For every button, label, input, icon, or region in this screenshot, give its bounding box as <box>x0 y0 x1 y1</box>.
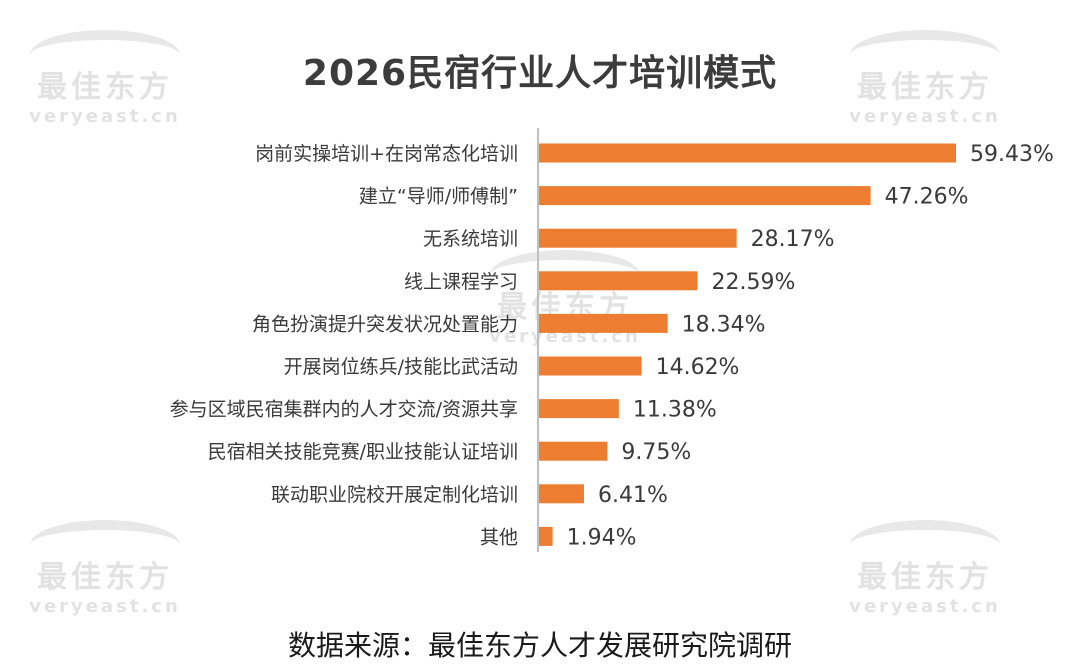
bar <box>539 228 737 248</box>
watermark-arc-icon <box>850 520 1000 570</box>
chart-title: 2026民宿行业人才培训模式 <box>302 53 778 94</box>
bar <box>539 484 584 504</box>
watermark-arc-icon <box>850 30 1000 80</box>
watermark-arc-icon <box>30 30 180 80</box>
value-label: 6.41% <box>598 483 668 508</box>
bar <box>539 143 956 163</box>
watermark-sub: veryeast.cn <box>849 596 1001 617</box>
value-label: 22.59% <box>712 270 796 295</box>
watermark-arc-icon <box>30 520 180 570</box>
category-label: 建立“导师/师傅制” <box>359 186 518 208</box>
watermark-sub: veryeast.cn <box>849 106 1001 127</box>
watermark-main: 最佳东方 <box>857 70 993 105</box>
watermark-sub: veryeast.cn <box>29 596 181 617</box>
bar <box>539 441 608 461</box>
source-note: 数据来源：最佳东方人才发展研究院调研 <box>287 629 792 662</box>
category-label: 开展岗位练兵/技能比武活动 <box>284 356 518 378</box>
watermark-top-right: 最佳东方 veryeast.cn <box>830 30 1020 127</box>
bar <box>539 399 619 419</box>
category-label: 线上课程学习 <box>404 271 518 293</box>
watermark-sub: veryeast.cn <box>29 106 181 127</box>
watermark-top-left: 最佳东方 veryeast.cn <box>10 30 200 127</box>
value-label: 59.43% <box>970 142 1054 167</box>
bar <box>539 313 668 333</box>
value-label: 47.26% <box>885 185 969 210</box>
category-label: 参与区域民宿集群内的人才交流/资源共享 <box>170 399 518 421</box>
watermark-main: 最佳东方 <box>857 560 993 595</box>
category-label: 民宿相关技能竞赛/职业技能认证培训 <box>208 441 518 463</box>
value-label: 9.75% <box>621 440 691 465</box>
value-label: 1.94% <box>567 525 637 550</box>
bar <box>539 356 642 376</box>
bar <box>539 271 698 291</box>
watermark-main: 最佳东方 <box>37 560 173 595</box>
category-label: 岗前实操培训+在岗常态化培训 <box>255 143 518 165</box>
category-label: 角色扮演提升突发状况处置能力 <box>252 313 518 335</box>
watermark-bottom-right: 最佳东方 veryeast.cn <box>830 520 1020 617</box>
value-label: 28.17% <box>751 227 835 252</box>
category-label: 其他 <box>480 526 518 548</box>
value-label: 14.62% <box>656 355 740 380</box>
bar <box>539 526 553 546</box>
category-label: 无系统培训 <box>423 228 518 250</box>
watermark-arc-icon <box>490 250 640 300</box>
watermark-main: 最佳东方 <box>37 70 173 105</box>
bar-chart: 岗前实操培训+在岗常态化培训 59.43% 建立“导师/师傅制” 47.26% 无系统培… <box>170 128 1054 552</box>
watermark-bottom-left: 最佳东方 veryeast.cn <box>10 520 200 617</box>
bar <box>539 186 871 206</box>
value-label: 11.38% <box>633 398 717 423</box>
value-label: 18.34% <box>682 312 766 337</box>
category-label: 联动职业院校开展定制化培训 <box>271 484 518 506</box>
